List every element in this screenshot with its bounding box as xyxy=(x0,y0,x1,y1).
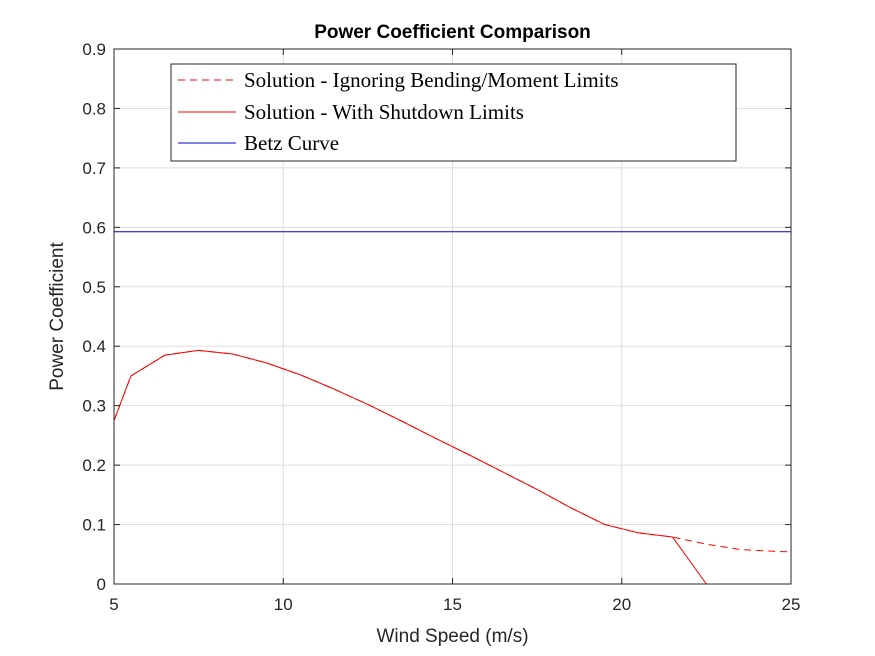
y-axis-label: Power Coefficient xyxy=(47,242,68,391)
y-tick-label: 0.8 xyxy=(82,99,106,118)
y-tick-label: 0 xyxy=(97,575,106,594)
legend: Solution - Ignoring Bending/Moment Limit… xyxy=(170,63,737,162)
legend-entry-shutdown-limits: Solution - With Shutdown Limits xyxy=(244,100,524,124)
y-tick-label: 0.9 xyxy=(82,40,106,59)
x-tick-label: 25 xyxy=(782,595,801,614)
y-tick-label: 0.6 xyxy=(82,218,106,237)
x-tick-label: 5 xyxy=(109,595,118,614)
legend-box xyxy=(170,63,737,162)
y-tick-label: 0.2 xyxy=(82,456,106,475)
x-tick-label: 20 xyxy=(612,595,631,614)
y-tick-label: 0.1 xyxy=(82,516,106,535)
series-line-shutdown-limits xyxy=(113,349,791,585)
axis-ticks: 5 10 15 20 25 0 0.1 0.2 0.3 0.4 0.5 0.6 0.7 0.8 0.9 xyxy=(82,40,800,614)
series-layer xyxy=(113,231,792,585)
x-axis-label: Wind Speed (m/s) xyxy=(376,626,528,647)
x-tick-label: 10 xyxy=(274,595,293,614)
chart-title: Power Coefficient Comparison xyxy=(314,22,591,43)
legend-entry-betz-curve: Betz Curve xyxy=(244,131,339,155)
legend-entry-ignoring-limits: Solution - Ignoring Bending/Moment Limit… xyxy=(244,68,619,92)
y-tick-label: 0.4 xyxy=(82,337,106,356)
x-tick-label: 15 xyxy=(443,595,462,614)
y-tick-label: 0.5 xyxy=(82,278,106,297)
y-tick-label: 0.3 xyxy=(82,397,106,416)
y-tick-label: 0.7 xyxy=(82,159,106,178)
